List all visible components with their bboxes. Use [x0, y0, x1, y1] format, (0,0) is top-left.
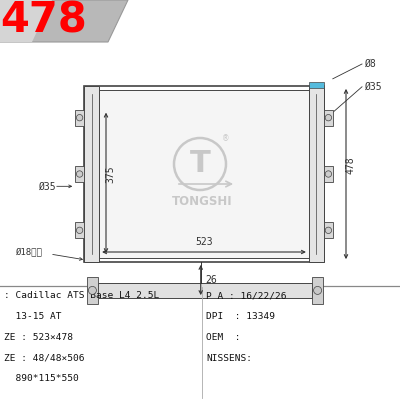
Bar	[0, 286, 400, 400]
Bar	[324, 110, 333, 126]
Text: Ø18通孔: Ø18通孔	[16, 248, 43, 256]
Bar	[84, 86, 99, 262]
Bar	[99, 90, 309, 258]
Polygon shape	[0, 0, 52, 42]
Text: 478: 478	[346, 156, 356, 174]
Circle shape	[325, 171, 332, 177]
Bar	[75, 166, 84, 182]
Text: 890*115*550: 890*115*550	[4, 374, 79, 383]
Circle shape	[76, 114, 83, 121]
Text: ®: ®	[222, 134, 230, 143]
Circle shape	[76, 227, 83, 234]
Circle shape	[76, 171, 83, 177]
Text: OEM  :: OEM :	[206, 333, 240, 342]
Bar	[312, 277, 323, 304]
Circle shape	[314, 286, 322, 294]
Text: 13-15 AT: 13-15 AT	[4, 312, 62, 321]
Bar	[309, 86, 324, 262]
Text: Ø35: Ø35	[364, 82, 382, 92]
Bar	[75, 110, 84, 126]
Text: DPI  : 13349: DPI : 13349	[206, 312, 275, 321]
Text: 26: 26	[206, 275, 217, 285]
Text: 478: 478	[0, 0, 87, 42]
Text: ZE : 48/48×506: ZE : 48/48×506	[4, 354, 84, 362]
Text: Ø8: Ø8	[364, 59, 376, 69]
Circle shape	[325, 114, 332, 121]
Circle shape	[325, 227, 332, 234]
Bar	[75, 222, 84, 238]
Bar	[98, 283, 312, 298]
Bar	[324, 166, 333, 182]
Text: 523: 523	[195, 237, 213, 247]
Text: Ø35: Ø35	[38, 181, 56, 191]
Text: : Cadillac ATS Base L4 2.5L: : Cadillac ATS Base L4 2.5L	[4, 291, 159, 300]
Text: ZE : 523×478: ZE : 523×478	[4, 333, 73, 342]
Text: T: T	[190, 150, 210, 178]
Polygon shape	[0, 0, 128, 42]
Bar	[324, 222, 333, 238]
Bar	[0, 0, 400, 286]
Circle shape	[88, 286, 96, 294]
Bar	[87, 277, 98, 304]
Bar	[84, 86, 324, 262]
Text: P A : 16/22/26: P A : 16/22/26	[206, 291, 286, 300]
Text: 375: 375	[106, 165, 116, 183]
Bar	[309, 82, 324, 88]
Text: TONGSHI: TONGSHI	[172, 195, 232, 208]
Text: NISSENS:: NISSENS:	[206, 354, 252, 362]
